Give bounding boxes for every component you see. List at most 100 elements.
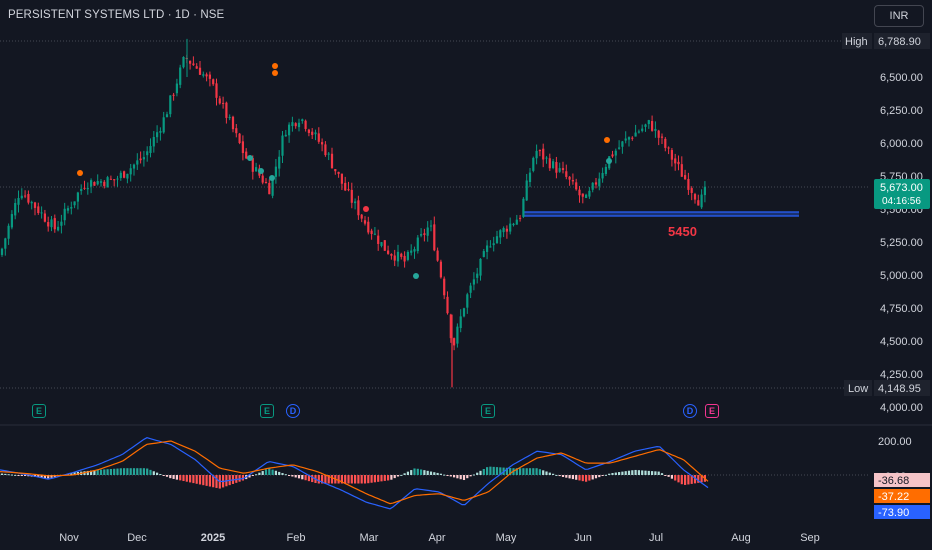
candle-body — [235, 128, 238, 134]
candle-body — [182, 56, 185, 68]
candle-body — [542, 148, 545, 160]
macd-histogram-bar — [535, 468, 538, 475]
candle-body — [129, 168, 132, 175]
candle-body — [238, 133, 241, 144]
candle-body — [621, 141, 624, 147]
macd-histogram-bar — [677, 475, 680, 483]
candle-body — [614, 150, 617, 156]
macd-line — [0, 437, 709, 510]
time-tick-label: Apr — [428, 532, 445, 544]
candle-body — [528, 172, 532, 183]
candle-body — [519, 217, 522, 219]
dividend-event-icon[interactable]: D — [286, 404, 300, 418]
candle-body — [109, 178, 112, 180]
macd-histogram-bar — [426, 470, 429, 475]
currency-button[interactable]: INR — [874, 5, 924, 27]
time-axis[interactable]: Nov Dec 2025 Feb Mar Apr May Jun Jul Aug Sep — [59, 532, 820, 544]
candle-body — [499, 230, 502, 238]
macd-histogram-bar — [670, 475, 673, 479]
macd-histogram-bar — [449, 475, 452, 477]
candle-body — [268, 182, 271, 195]
split-event-icon[interactable]: E — [705, 404, 719, 418]
macd-histogram-bar — [198, 475, 202, 485]
candle-body — [241, 141, 244, 154]
candle-body — [502, 228, 505, 233]
macd-histogram-bar — [403, 473, 406, 475]
candle-body — [142, 157, 145, 160]
macd-histogram-bar — [519, 468, 522, 475]
macd-histogram-bar — [169, 475, 172, 479]
macd-histogram-bar — [340, 475, 343, 484]
candle-body — [575, 182, 578, 190]
candle-body — [459, 316, 462, 329]
macd-histogram-bar — [86, 470, 89, 475]
macd-histogram-bar — [479, 470, 482, 475]
price-tick-label: 5,250.00 — [880, 237, 923, 249]
candle-body — [245, 151, 248, 159]
macd-histogram-bar — [291, 475, 294, 477]
earnings-event-icon[interactable]: E — [260, 404, 274, 418]
candle-body — [634, 132, 637, 137]
candle-body — [601, 172, 604, 179]
candle-body — [70, 207, 73, 209]
candle-body — [479, 258, 482, 276]
candle-body — [453, 338, 456, 346]
candle-body — [492, 243, 495, 246]
candle-body — [476, 273, 479, 278]
dividend-event-icon[interactable]: D — [683, 404, 697, 418]
macd-histogram-bar — [360, 475, 363, 484]
macd-histogram-bar — [423, 470, 426, 475]
candle-body — [192, 63, 195, 66]
macd-histogram-bar — [73, 472, 76, 475]
macd-histogram-bar — [396, 475, 400, 477]
candle-body — [37, 206, 40, 214]
candle-body — [565, 171, 568, 177]
time-tick-label: Feb — [287, 532, 306, 544]
candle-body — [489, 246, 492, 248]
candle-body — [413, 249, 416, 252]
macd-histogram-bar — [337, 475, 340, 484]
candle-body — [462, 308, 466, 317]
candle-body — [429, 225, 433, 227]
hist-badge: -36.68 — [878, 475, 909, 487]
macd-histogram-bar — [139, 468, 142, 475]
macd-histogram-bar — [654, 471, 657, 475]
macd-histogram-bar — [165, 475, 169, 477]
signal-dot — [258, 168, 264, 174]
earnings-event-icon[interactable]: E — [481, 404, 495, 418]
macd-histogram-bar — [175, 475, 178, 480]
price-axis[interactable]: 6,500.006,250.006,000.005,750.005,500.00… — [880, 72, 923, 414]
candle-body — [383, 240, 386, 251]
candle-body — [278, 156, 281, 169]
candle-body — [57, 226, 60, 231]
macd-histogram-bar — [215, 475, 218, 488]
candle-body — [136, 160, 139, 165]
macd-histogram-bar — [611, 472, 614, 475]
candle-body — [4, 238, 7, 249]
macd-histogram-bar — [195, 475, 198, 484]
candle-body — [347, 189, 350, 191]
earnings-event-icon[interactable]: E — [32, 404, 46, 418]
candle-body — [119, 172, 122, 179]
support-zone[interactable] — [524, 212, 799, 216]
candle-body — [215, 83, 218, 98]
candle-body — [552, 161, 555, 168]
symbol-title[interactable]: PERSISTENT SYSTEMS LTD · 1D · NSE — [8, 9, 225, 21]
time-tick-label: Dec — [127, 532, 147, 544]
macd-histogram-bar — [146, 468, 149, 475]
macd-histogram-bar — [393, 475, 396, 479]
candle-body — [172, 94, 175, 96]
price-tick-label: 4,250.00 — [880, 369, 923, 381]
candle-body — [132, 164, 136, 169]
candle-body — [264, 181, 268, 183]
macd-histogram-bar — [436, 472, 439, 475]
candle-body — [301, 119, 304, 121]
macd-histogram-bar — [241, 475, 244, 481]
macd-histogram-bar — [591, 475, 594, 480]
macd-histogram-bar — [205, 475, 208, 486]
macd-histogram-bar — [439, 473, 442, 475]
macd-histogram-bar — [109, 468, 112, 475]
macd-histogram-bar — [618, 472, 621, 475]
candle-body — [73, 201, 76, 206]
